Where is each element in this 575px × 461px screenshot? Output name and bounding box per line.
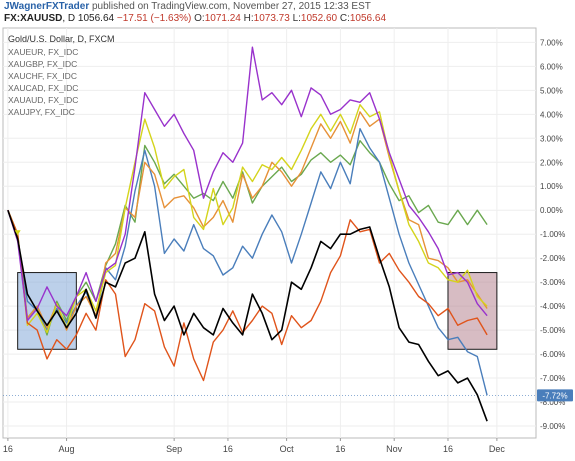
- y-tick-label: 7.00%: [540, 38, 563, 47]
- published-text: published on TradingView.com, November 2…: [92, 1, 371, 12]
- x-tick-label: 16: [443, 444, 453, 454]
- highlight-box-1: [17, 272, 77, 350]
- x-tick-label: Sep: [166, 444, 182, 454]
- high-label: H:: [243, 13, 254, 24]
- legend-item-xaueur: XAUEUR, FX_IDC: [8, 47, 78, 57]
- y-tick-label: -7.00%: [540, 374, 565, 383]
- legend-item-xaugbp: XAUGBP, FX_IDC: [8, 59, 77, 69]
- highlight-boxes: [17, 272, 498, 350]
- grid-layer: [3, 28, 536, 438]
- x-tick-label: Dec: [489, 444, 506, 454]
- x-tick-label: 16: [3, 444, 13, 454]
- symbol-label[interactable]: FX:XAUUSD: [4, 13, 63, 24]
- y-tick-label: 3.00%: [540, 134, 563, 143]
- series-line-xauusd: [7, 209, 488, 422]
- last-value-badge: [537, 389, 573, 402]
- y-tick-label: -2.00%: [540, 254, 565, 263]
- x-tick-label: Oct: [280, 444, 295, 454]
- y-tick-label: -4.00%: [540, 302, 565, 311]
- series-line-xaugbp: [7, 111, 488, 331]
- open-label: O:: [194, 13, 205, 24]
- y-tick-label: 4.00%: [540, 110, 563, 119]
- low-label: L:: [292, 13, 301, 24]
- close-value: 1056.64: [349, 13, 387, 24]
- y-tick-label: 1.00%: [540, 182, 563, 191]
- y-tick-label: -9.00%: [540, 422, 565, 431]
- legend-item-xauaud: XAUAUD, FX_IDC: [8, 95, 78, 105]
- last-price: 1056.64: [77, 13, 115, 24]
- series-line-xauaud: [7, 46, 488, 322]
- series-line-xauchf: [7, 104, 488, 334]
- axis-layer: 7.00% 6.00% 5.00% 4.00% 3.00% 2.00% 1.00% 0.00%…: [3, 38, 573, 454]
- marker-triangle-icon: [14, 230, 21, 236]
- plot-frame: [2, 27, 537, 439]
- symbol-line: FX:XAUUSD, D 1056.64 −17.51 (−1.63%) O:1…: [4, 13, 387, 24]
- y-tick-label: 2.00%: [540, 158, 563, 167]
- y-tick-label: -6.00%: [540, 350, 565, 359]
- y-tick-label: -8.00%: [540, 398, 565, 407]
- last-value-label: -7.72%: [542, 391, 567, 400]
- y-tick-label: 5.00%: [540, 86, 563, 95]
- interval-label: D: [67, 13, 76, 24]
- series-line-xaucad: [7, 127, 488, 396]
- legend-item-xaucad: XAUCAD, FX_IDC: [8, 83, 78, 93]
- series-line-xaujpy: [7, 209, 488, 382]
- high-value: 1073.73: [253, 13, 290, 24]
- legend-item-xauchf: XAUCHF, FX_IDC: [8, 71, 77, 81]
- legend-title: Gold/U.S. Dollar, D, FXCM: [8, 34, 115, 44]
- series-layer: [7, 46, 488, 422]
- y-tick-label: 6.00%: [540, 62, 563, 71]
- x-tick-label: 16: [223, 444, 233, 454]
- open-value: 1071.24: [204, 13, 241, 24]
- y-tick-label: -5.00%: [540, 326, 565, 335]
- y-tick-label: -3.00%: [540, 278, 565, 287]
- legend: Gold/U.S. Dollar, D, FXCM XAUEUR, FX_IDC…: [8, 34, 115, 117]
- legend-item-xaujpy: XAUJPY, FX_IDC: [8, 107, 75, 117]
- low-value: 1052.60: [300, 13, 338, 24]
- x-tick-label: Nov: [386, 444, 403, 454]
- change-value: −17.51 (−1.63%): [116, 13, 192, 24]
- close-label: C:: [339, 13, 350, 24]
- x-tick-label: 16: [335, 444, 345, 454]
- x-tick-label: Aug: [59, 444, 75, 454]
- y-tick-label: -1.00%: [540, 230, 565, 239]
- publish-line: JWagnerFXTrader published on TradingView…: [4, 1, 371, 12]
- author-link[interactable]: JWagnerFXTrader: [4, 1, 90, 12]
- y-tick-label: 0.00%: [540, 206, 563, 215]
